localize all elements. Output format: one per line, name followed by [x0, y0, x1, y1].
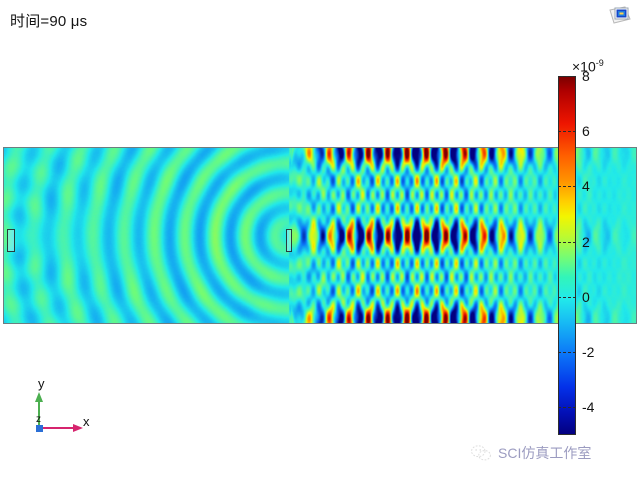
- colorbar-tick: [558, 241, 576, 243]
- colorbar-tick: [558, 186, 576, 188]
- axis-label-z: z: [36, 414, 41, 425]
- watermark-text: SCI仿真工作室: [498, 445, 592, 461]
- slit-aperture-marker: [286, 229, 292, 252]
- colorbar-tick-label: -4: [582, 399, 595, 416]
- colorbar-tick-label: 6: [582, 123, 590, 140]
- colorbar-tick-label: -2: [582, 344, 595, 361]
- colorbar-tick: [558, 76, 576, 77]
- colorbar-tick-label: 8: [582, 68, 590, 84]
- page-title: 时间=90 μs: [10, 13, 88, 30]
- colorbar-tick-label: 4: [582, 178, 590, 195]
- colorbar-tick-label: 2: [582, 233, 590, 250]
- colorbar-gradient: [558, 76, 576, 435]
- colorbar-exponent-power: -9: [595, 58, 604, 68]
- colorbar-tick: [558, 131, 576, 133]
- colorbar-tick: [558, 352, 576, 354]
- source-aperture-marker: [7, 229, 15, 252]
- field-heatmap-canvas: [4, 148, 636, 323]
- field-plot[interactable]: [3, 147, 637, 324]
- axes-triad: y x z: [25, 376, 105, 440]
- axis-label-y: y: [38, 376, 45, 391]
- colorbar-tick-label: 0: [582, 288, 590, 305]
- colorbar-tick: [558, 407, 576, 409]
- watermark: SCI仿真工作室: [470, 440, 591, 466]
- colorbar: ×10-9 8 6 4 2 0 -2 -4: [556, 58, 640, 440]
- wechat-icon: [471, 445, 491, 461]
- axis-label-x: x: [83, 414, 90, 429]
- colorbar-exponent-label: ×10-9: [572, 58, 604, 75]
- image-icon[interactable]: [609, 5, 631, 25]
- colorbar-tick: [558, 296, 576, 298]
- colorbar-exponent-prefix: ×10: [572, 58, 596, 75]
